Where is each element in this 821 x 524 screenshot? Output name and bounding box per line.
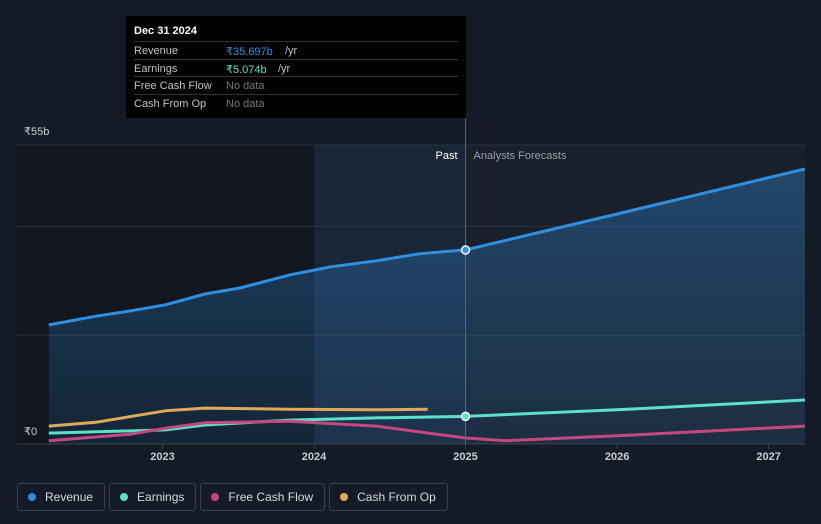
x-tick-label: 2023: [150, 451, 174, 463]
legend: Revenue Earnings Free Cash Flow Cash From O…: [17, 483, 448, 511]
legend-label: Earnings: [137, 490, 185, 504]
legend-swatch: [28, 493, 36, 501]
x-tick-label: 2025: [453, 451, 477, 463]
legend-item[interactable]: Cash From Op: [329, 483, 448, 511]
tooltip-unit: /yr: [285, 45, 298, 57]
point-marker: [460, 245, 471, 255]
x-tick-label: 2024: [302, 451, 327, 463]
legend-item[interactable]: Revenue: [17, 483, 106, 511]
tooltip-row: Earnings ₹5.074b/yr: [134, 58, 458, 77]
x-tick-label: 2027: [756, 451, 780, 463]
revenue-area: [48, 168, 806, 444]
tooltip-label: Revenue: [134, 45, 179, 57]
series-line: [48, 398, 806, 435]
past-label: Past: [436, 150, 458, 162]
legend-swatch: [120, 493, 129, 501]
y-tick-label: ₹55b: [24, 126, 49, 138]
tooltip-date: Dec 31 2024: [134, 25, 197, 37]
x-tick-label: 2026: [605, 451, 629, 463]
tooltip-row: Revenue ₹35.697b/yr: [134, 41, 458, 59]
point-marker: [460, 411, 471, 422]
tooltip: Dec 31 2024 Revenue ₹35.697b/yr Earnings ₹5…: [126, 16, 466, 118]
tooltip-unit: /yr: [278, 62, 291, 75]
tooltip-label: Earnings: [134, 62, 178, 75]
legend-label: Revenue: [45, 490, 94, 504]
legend-label: Free Cash Flow: [228, 490, 314, 504]
y-tick-label: ₹0: [24, 426, 37, 438]
tooltip-value: ₹5.074b: [226, 63, 267, 76]
tooltip-value: No data: [226, 97, 265, 110]
tooltip-value: ₹35.697b: [226, 46, 273, 58]
legend-item[interactable]: Earnings: [109, 483, 197, 511]
tooltip-label: Cash From Op: [134, 97, 207, 110]
series-line: [48, 419, 806, 443]
legend-label: Cash From Op: [357, 490, 436, 504]
tooltip-row: Free Cash Flow No data: [134, 76, 458, 94]
tooltip-label: Free Cash Flow: [134, 80, 212, 92]
legend-item[interactable]: Free Cash Flow: [200, 483, 326, 511]
tooltip-value: No data: [226, 80, 265, 92]
forecast-label: Analysts Forecasts: [474, 150, 567, 162]
legend-swatch: [340, 493, 349, 501]
tooltip-row: Cash From Op No data: [134, 93, 458, 112]
legend-swatch: [211, 493, 220, 501]
series-line: [48, 406, 428, 428]
